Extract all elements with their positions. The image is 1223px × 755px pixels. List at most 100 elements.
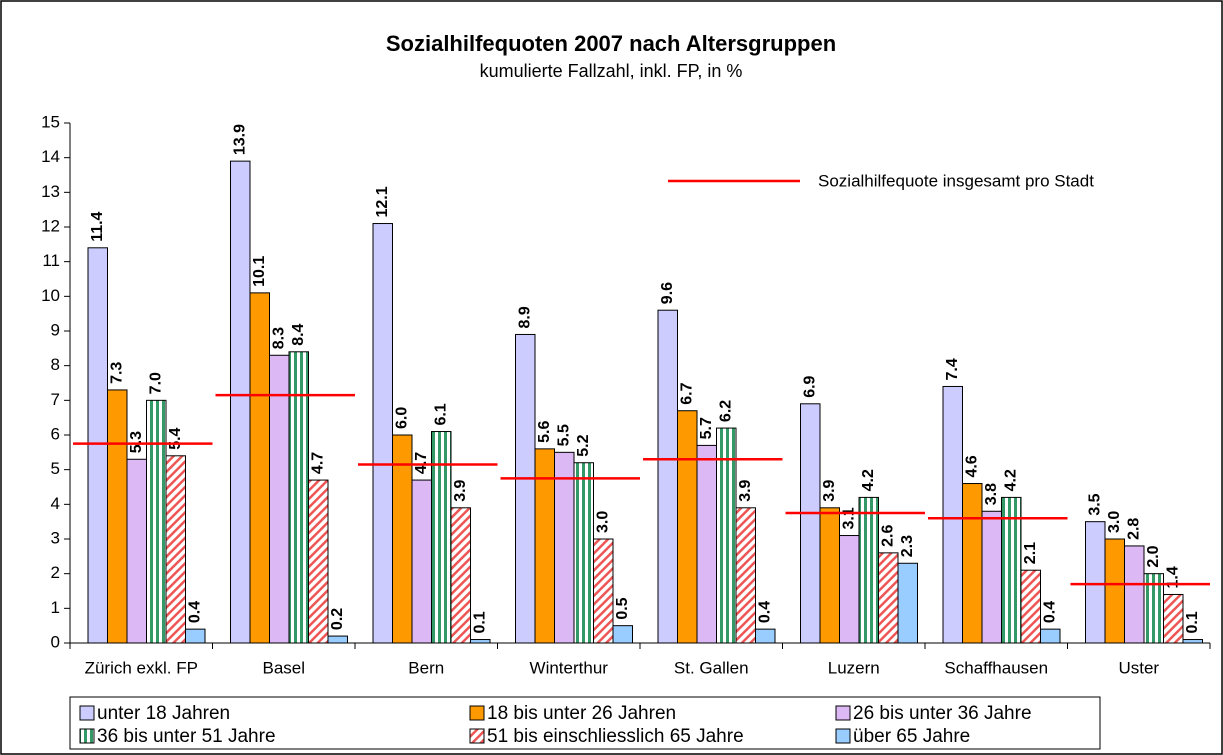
legend-swatch xyxy=(79,728,95,744)
bar xyxy=(657,309,678,644)
value-label: 4.7 xyxy=(413,452,430,474)
value-label: 3.9 xyxy=(737,479,754,501)
value-label: 3.0 xyxy=(1106,511,1123,533)
legend-swatch xyxy=(469,705,485,721)
legend-label: Sozialhilfequote insgesamt pro Stadt xyxy=(818,171,1094,190)
y-tick-label: 1 xyxy=(51,598,60,617)
bar xyxy=(878,552,899,644)
legend-swatch xyxy=(469,728,485,744)
bar xyxy=(87,247,108,644)
value-label: 6.1 xyxy=(432,403,449,425)
value-label: 5.6 xyxy=(536,421,553,443)
bar xyxy=(269,354,290,644)
value-label: 2.8 xyxy=(1125,518,1142,540)
value-label: 3.8 xyxy=(983,483,1000,505)
value-label: 3.9 xyxy=(452,479,469,501)
value-label: 8.3 xyxy=(270,327,287,349)
bar xyxy=(185,628,206,644)
y-tick-label: 12 xyxy=(41,216,60,235)
bar xyxy=(735,507,756,644)
bar xyxy=(308,479,329,644)
legend-label: 36 bis unter 51 Jahre xyxy=(97,726,276,747)
value-label: 3.5 xyxy=(1086,493,1103,515)
bar xyxy=(327,635,348,644)
legend-swatch xyxy=(79,705,95,721)
x-tick-label: Winterthur xyxy=(530,658,609,677)
legend-label: unter 18 Jahren xyxy=(97,703,230,724)
value-label: 8.9 xyxy=(516,306,533,328)
bar xyxy=(1104,538,1125,644)
bar xyxy=(126,458,147,644)
bar xyxy=(839,535,860,644)
bar xyxy=(411,479,432,644)
value-label: 0.1 xyxy=(471,611,488,633)
bar xyxy=(755,628,776,644)
bar xyxy=(942,385,963,644)
bar xyxy=(392,434,413,644)
value-label: 3.1 xyxy=(840,507,857,529)
x-tick-label: St. Gallen xyxy=(674,658,749,677)
legend-swatch xyxy=(835,728,851,744)
value-label: 4.2 xyxy=(1002,469,1019,491)
y-tick-label: 15 xyxy=(41,112,60,131)
bar xyxy=(897,562,918,644)
bar xyxy=(107,389,128,644)
value-label: 0.5 xyxy=(614,597,631,619)
bar xyxy=(249,292,270,644)
value-label: 3.9 xyxy=(821,479,838,501)
value-label: 4.7 xyxy=(309,452,326,474)
bar xyxy=(1020,569,1041,644)
value-label: 9.6 xyxy=(659,282,676,304)
x-tick-label: Schaffhausen xyxy=(944,658,1048,677)
bar xyxy=(593,538,614,644)
value-label: 8.4 xyxy=(290,323,307,345)
bar xyxy=(1163,593,1184,644)
bar xyxy=(230,160,251,644)
bar xyxy=(962,483,983,644)
x-tick-label: Luzern xyxy=(828,658,880,677)
value-label: 2.0 xyxy=(1145,545,1162,567)
bar xyxy=(1085,521,1106,644)
x-tick-label: Basel xyxy=(262,658,305,677)
y-tick-label: 2 xyxy=(51,563,60,582)
value-label: 5.7 xyxy=(698,417,715,439)
value-label: 5.5 xyxy=(555,424,572,446)
value-label: 12.1 xyxy=(374,186,391,217)
bar xyxy=(1124,545,1145,644)
legend-label: 51 bis einschliesslich 65 Jahre xyxy=(487,726,744,747)
bar xyxy=(450,507,471,644)
bar xyxy=(165,455,186,644)
value-label: 0.4 xyxy=(186,601,203,623)
value-label: 0.4 xyxy=(756,601,773,623)
bar xyxy=(800,403,821,644)
value-label: 0.2 xyxy=(329,608,346,630)
legend-label: 18 bis unter 26 Jahren xyxy=(487,703,676,724)
value-label: 0.1 xyxy=(1184,611,1201,633)
y-tick-label: 9 xyxy=(51,320,60,339)
bar xyxy=(515,333,536,644)
legend-box xyxy=(69,696,1101,750)
value-label: 5.3 xyxy=(128,431,145,453)
y-tick-label: 8 xyxy=(51,355,60,374)
x-tick-label: Uster xyxy=(1118,658,1159,677)
bar xyxy=(858,496,879,644)
value-label: 5.2 xyxy=(575,434,592,456)
bar xyxy=(981,510,1002,644)
bar xyxy=(554,451,575,644)
y-tick-label: 14 xyxy=(41,147,60,166)
value-label: 4.2 xyxy=(860,469,877,491)
value-label: 6.7 xyxy=(678,382,695,404)
value-label: 6.9 xyxy=(801,375,818,397)
bar xyxy=(677,410,698,644)
bar xyxy=(470,639,491,644)
value-label: 13.9 xyxy=(231,124,248,155)
bar xyxy=(696,444,717,644)
value-label: 5.4 xyxy=(167,427,184,449)
y-tick-label: 11 xyxy=(42,251,60,270)
value-label: 11.4 xyxy=(89,211,106,241)
bar xyxy=(819,507,840,644)
y-tick-label: 13 xyxy=(41,182,60,201)
value-label: 7.3 xyxy=(108,362,125,384)
y-tick-label: 6 xyxy=(51,424,60,443)
value-label: 3.0 xyxy=(594,511,611,533)
